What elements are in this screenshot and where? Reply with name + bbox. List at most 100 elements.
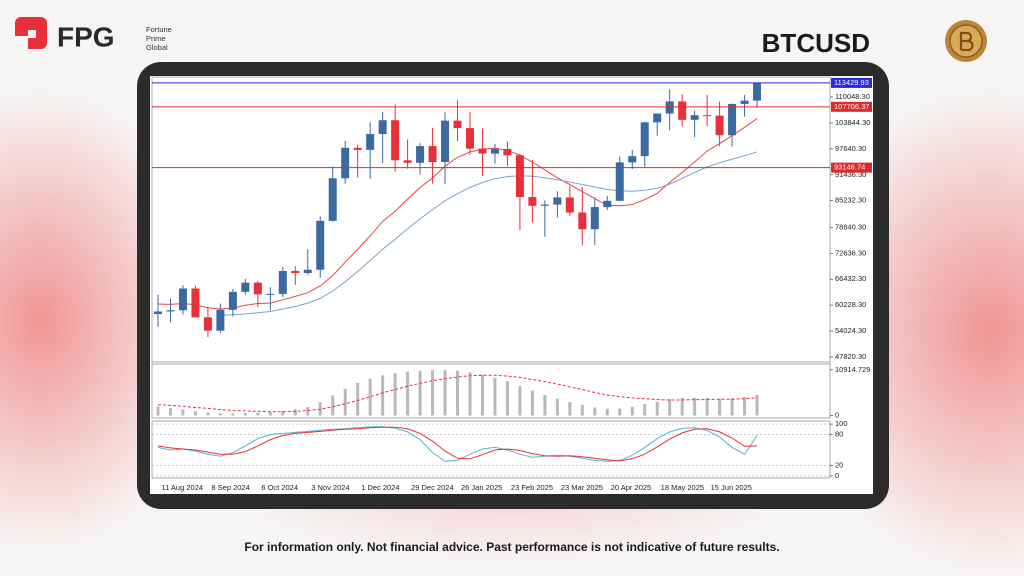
candle-body: [316, 220, 325, 270]
x-tick-label: 29 Dec 2024: [411, 483, 454, 492]
candle-body: [328, 178, 337, 221]
x-tick-label: 26 Jan 2025: [461, 483, 502, 492]
macd-bar: [393, 373, 397, 416]
y-tick-label: 20: [835, 461, 843, 470]
macd-bar: [593, 407, 597, 416]
macd-bar: [630, 406, 634, 416]
candle-body: [366, 134, 375, 150]
x-tick-label: 11 Aug 2024: [161, 483, 203, 492]
macd-bar: [468, 372, 472, 416]
macd-signal-line: [157, 374, 758, 413]
candle-body: [715, 115, 724, 136]
macd-bar: [293, 409, 297, 416]
candle-body: [703, 115, 712, 117]
candle-body: [690, 115, 699, 120]
y-tick-label: 103844.30: [835, 118, 870, 127]
macd-bar: [418, 370, 422, 416]
macd-bar: [730, 398, 734, 416]
macd-bar: [343, 388, 347, 416]
candle-body: [253, 282, 262, 295]
stochastic-d-line: [157, 426, 758, 462]
candle-body: [378, 120, 387, 134]
x-tick-label: 3 Nov 2024: [311, 483, 349, 492]
x-tick-label: 1 Dec 2024: [361, 483, 399, 492]
candle-body: [590, 207, 599, 230]
candle-body: [391, 120, 400, 161]
candle-body: [341, 147, 350, 179]
disclaimer: For information only. Not financial advi…: [244, 540, 779, 554]
panel-frame: [151, 420, 831, 479]
candle-body: [403, 160, 412, 163]
macd-bar: [743, 397, 747, 416]
logo-icon: [15, 17, 47, 49]
candle-body: [154, 311, 162, 314]
tagline: Fortune: [146, 25, 172, 34]
candle-body: [266, 293, 275, 295]
candle-body: [503, 149, 512, 156]
candle-body: [515, 155, 524, 198]
x-tick-label: 23 Feb 2025: [511, 483, 553, 492]
candle-body: [553, 197, 562, 205]
candle-body: [428, 146, 437, 162]
logo-text: FPG: [57, 21, 115, 52]
y-tick-label: 72636.30: [835, 248, 866, 257]
panel-frame: [151, 363, 831, 419]
panel-frame: [151, 76, 831, 363]
price-level-box: [831, 162, 872, 173]
x-tick-label: 20 Apr 2025: [611, 483, 651, 492]
macd-bar: [618, 408, 622, 416]
price-level-label: 93146.74: [834, 163, 865, 172]
macd-bar: [281, 410, 285, 416]
y-tick-label: 97640.30: [835, 144, 866, 153]
stochastic-k-line: [157, 426, 758, 462]
candle-body: [441, 120, 450, 162]
candle-body: [490, 149, 499, 154]
macd-bar: [668, 399, 672, 416]
candle-body: [353, 147, 362, 150]
macd-bar: [693, 397, 697, 416]
symbol-title: BTCUSD: [762, 28, 870, 58]
y-tick-label: 100: [835, 419, 848, 428]
candle-body: [578, 212, 587, 230]
candle-body: [416, 146, 425, 163]
x-tick-label: 6 Oct 2024: [261, 483, 298, 492]
y-tick-label: 78840.30: [835, 222, 866, 231]
candle-body: [678, 101, 687, 120]
macd-bar: [268, 412, 272, 416]
candle-body: [603, 200, 612, 208]
macd-bar: [493, 377, 497, 416]
candle-body: [728, 103, 737, 136]
candle-body: [628, 156, 637, 163]
macd-bar: [243, 412, 247, 416]
x-tick-label: 15 Jun 2025: [711, 483, 752, 492]
y-tick-label: 60228.30: [835, 300, 866, 309]
macd-bar: [718, 398, 722, 416]
macd-bar: [643, 404, 647, 416]
y-tick-label: 110048.30: [835, 92, 870, 101]
candle-body: [241, 282, 250, 292]
macd-bar: [680, 397, 684, 416]
candle-body: [278, 270, 287, 294]
macd-bar: [231, 413, 235, 416]
macd-bar: [331, 395, 335, 416]
y-tick-label: 0: [835, 410, 839, 419]
macd-bar: [543, 394, 547, 416]
macd-bar: [356, 382, 360, 416]
candle-body: [753, 82, 762, 101]
candle-body: [166, 310, 175, 312]
candle-body: [216, 309, 225, 331]
x-tick-label: 8 Sep 2024: [211, 483, 249, 492]
x-tick-label: 18 May 2025: [661, 483, 704, 492]
macd-bar: [306, 407, 310, 416]
y-tick-label: 91436.30: [835, 170, 866, 179]
macd-bar: [443, 370, 447, 416]
macd-bar: [456, 370, 460, 416]
macd-bar: [168, 407, 172, 416]
candle-body: [615, 162, 624, 201]
tagline: Prime: [146, 34, 166, 43]
tagline: Global: [146, 43, 168, 52]
candle-body: [291, 270, 300, 274]
